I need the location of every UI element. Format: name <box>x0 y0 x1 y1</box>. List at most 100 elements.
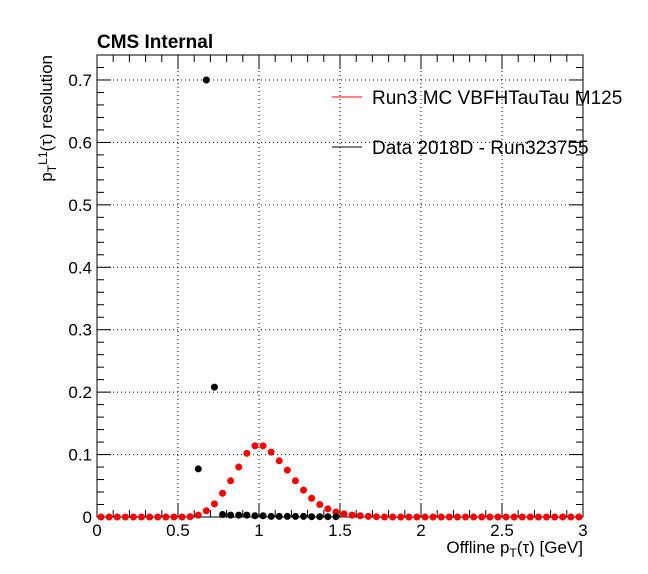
data-series <box>97 76 583 521</box>
data-point <box>227 511 235 519</box>
data-point <box>186 513 194 521</box>
data-point <box>210 383 218 391</box>
x-tick-label: 3 <box>578 521 587 540</box>
x-tick-label: 1.5 <box>328 521 352 540</box>
legend-label-0: Run3 MC VBFHTauTau M125 <box>372 88 622 109</box>
data-point <box>275 512 283 520</box>
axis-ticks <box>96 54 584 518</box>
data-point <box>291 512 299 520</box>
data-point <box>575 513 583 521</box>
data-point <box>129 513 137 521</box>
data-point <box>518 513 526 521</box>
tick-labels: 0 0.5 1 1.5 2 2.5 3 0 0.1 0.2 0.3 0.4 0.5 0.6 0.7 <box>68 71 587 540</box>
data-point <box>227 477 235 485</box>
data-point <box>462 513 470 521</box>
data-point <box>146 513 154 521</box>
data-point <box>551 513 559 521</box>
data-point <box>267 512 275 520</box>
data-point <box>113 513 121 521</box>
data-point <box>259 442 267 450</box>
y-tick-label: 0.4 <box>68 258 92 277</box>
legend-label-1: Data 2018D - Run323755 <box>372 138 589 159</box>
data-point <box>178 513 186 521</box>
data-point <box>219 511 227 519</box>
data-point <box>534 513 542 521</box>
data-point <box>243 449 251 457</box>
y-axis-title: pTL1(τ) resolution <box>36 55 58 182</box>
series-1 <box>194 76 340 521</box>
data-point <box>202 507 210 515</box>
legend: Run3 MC VBFHTauTau M125 Data 2018D - Run3… <box>332 88 622 159</box>
data-point <box>308 513 316 521</box>
data-point <box>526 513 534 521</box>
data-point <box>389 513 397 521</box>
data-point <box>356 512 364 520</box>
x-tick-label: 2 <box>416 521 425 540</box>
x-tick-label: 0.5 <box>166 521 190 540</box>
data-point <box>453 513 461 521</box>
data-point <box>381 513 389 521</box>
data-point <box>235 463 243 471</box>
data-point <box>194 465 202 473</box>
y-tick-label: 0.6 <box>68 133 92 152</box>
data-point <box>494 513 502 521</box>
y-tick-label: 0.7 <box>68 71 92 90</box>
y-tick-label: 0.5 <box>68 196 92 215</box>
data-point <box>170 513 178 521</box>
data-point <box>267 448 275 456</box>
data-point <box>300 512 308 520</box>
data-point <box>105 513 113 521</box>
data-point <box>567 513 575 521</box>
y-tick-label: 0.3 <box>68 321 92 340</box>
data-point <box>340 510 348 518</box>
data-point <box>397 513 405 521</box>
x-axis-title: Offline pT(τ) [GeV] <box>446 538 583 560</box>
data-point <box>162 513 170 521</box>
data-point <box>364 512 372 520</box>
data-point <box>259 512 267 520</box>
data-point <box>413 513 421 521</box>
data-point <box>502 513 510 521</box>
data-point <box>97 513 105 521</box>
series-0 <box>97 442 583 521</box>
data-point <box>235 511 243 519</box>
data-point <box>445 513 453 521</box>
data-point <box>405 513 413 521</box>
data-point <box>316 513 324 521</box>
data-point <box>202 76 210 84</box>
data-point <box>332 513 340 521</box>
x-tick-label: 0 <box>92 521 101 540</box>
data-point <box>486 513 494 521</box>
data-point <box>510 513 518 521</box>
data-point <box>275 457 283 465</box>
data-point <box>470 513 478 521</box>
data-point <box>210 500 218 508</box>
y-tick-label: 0 <box>83 508 92 527</box>
data-point <box>291 477 299 485</box>
data-point <box>324 513 332 521</box>
data-point <box>219 489 227 497</box>
data-point <box>251 442 259 450</box>
data-point <box>194 511 202 519</box>
data-point <box>283 466 291 474</box>
data-point <box>372 513 380 521</box>
data-point <box>316 501 324 509</box>
data-point <box>324 505 332 513</box>
data-point <box>243 511 251 519</box>
grid <box>97 55 583 517</box>
data-point <box>138 513 146 521</box>
data-point <box>251 512 259 520</box>
data-point <box>300 486 308 494</box>
x-tick-label: 2.5 <box>490 521 514 540</box>
chart-title: CMS Internal <box>97 32 213 53</box>
data-point <box>154 513 162 521</box>
data-point <box>559 513 567 521</box>
data-point <box>429 513 437 521</box>
y-tick-label: 0.1 <box>68 446 92 465</box>
data-point <box>437 513 445 521</box>
data-point <box>421 513 429 521</box>
data-point <box>348 511 356 519</box>
data-point <box>543 513 551 521</box>
